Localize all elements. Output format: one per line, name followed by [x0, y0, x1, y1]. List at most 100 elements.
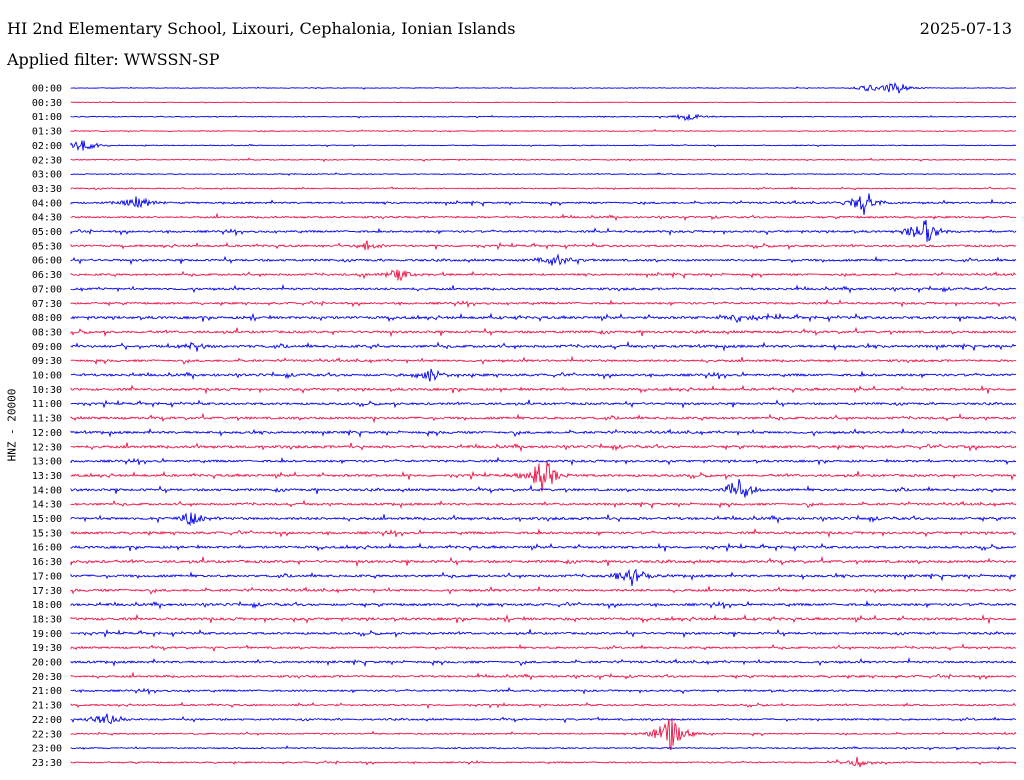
seismic-trace-2100 [70, 686, 1017, 696]
seismic-trace-1900 [70, 628, 1017, 639]
seismic-trace-1800 [70, 600, 1017, 610]
time-tick-label: 11:30 [32, 414, 62, 425]
seismic-trace-1030 [70, 384, 1017, 395]
seismic-trace-2300 [70, 745, 1017, 751]
time-tick-label: 14:30 [32, 500, 62, 511]
seismic-trace-1430 [70, 499, 1017, 510]
time-tick-label: 08:30 [32, 327, 62, 338]
seismic-trace-0030 [70, 100, 1017, 104]
time-tick-label: 06:00 [32, 256, 62, 267]
seismic-trace-1830 [70, 613, 1017, 624]
time-tick-label: 21:00 [32, 686, 62, 697]
time-tick-label: 15:00 [32, 514, 62, 525]
seismic-trace-0100 [70, 113, 1017, 122]
seismic-trace-0930 [70, 355, 1017, 366]
seismic-trace-0130 [70, 128, 1017, 133]
time-tick-label: 13:00 [32, 457, 62, 468]
time-tick-label: 08:00 [32, 313, 62, 324]
seismic-trace-1700 [70, 568, 1017, 587]
seismic-trace-0830 [70, 326, 1017, 338]
time-tick-label: 15:30 [32, 528, 62, 539]
time-tick-label: 05:30 [32, 241, 62, 252]
time-tick-label: 18:00 [32, 600, 62, 611]
seismic-trace-1130 [70, 412, 1017, 424]
date-label: 2025-07-13 [919, 19, 1012, 38]
seismic-trace-0000 [70, 82, 1017, 94]
seismic-trace-0200 [70, 140, 1017, 152]
time-tick-label: 00:30 [32, 98, 62, 109]
time-tick-label: 04:00 [32, 198, 62, 209]
station-title: HI 2nd Elementary School, Lixouri, Cepha… [7, 19, 516, 38]
time-tick-label: 07:00 [32, 284, 62, 295]
seismic-trace-1930 [70, 643, 1017, 652]
time-tick-label: 20:30 [32, 672, 62, 683]
time-tick-label: 10:30 [32, 385, 62, 396]
time-tick-label: 01:00 [32, 112, 62, 123]
seismic-trace-2230 [70, 718, 1017, 751]
time-tick-label: 02:30 [32, 155, 62, 166]
time-tick-label: 05:00 [32, 227, 62, 238]
time-tick-label: 03:30 [32, 184, 62, 195]
seismic-trace-1500 [70, 512, 1017, 527]
time-tick-label: 19:00 [32, 629, 62, 640]
time-tick-label: 22:00 [32, 715, 62, 726]
time-tick-label: 20:00 [32, 658, 62, 669]
seismic-trace-0500 [70, 219, 1017, 242]
seismic-trace-1300 [70, 456, 1017, 467]
seismic-trace-0230 [70, 157, 1017, 163]
seismic-trace-1530 [70, 527, 1017, 539]
time-tick-label: 00:00 [32, 84, 62, 95]
time-tick-label: 13:30 [32, 471, 62, 482]
time-tick-label: 01:30 [32, 127, 62, 138]
time-tick-label: 02:00 [32, 141, 62, 152]
seismic-trace-2000 [70, 656, 1017, 668]
time-tick-label: 16:00 [32, 543, 62, 554]
seismic-trace-0430 [70, 212, 1017, 222]
time-tick-label: 21:30 [32, 701, 62, 712]
seismic-trace-1200 [70, 428, 1017, 438]
seismic-trace-2130 [70, 701, 1017, 710]
seismic-trace-0300 [70, 172, 1017, 176]
time-tick-label: 23:00 [32, 744, 62, 755]
time-tick-label: 07:30 [32, 299, 62, 310]
time-tick-label: 17:30 [32, 586, 62, 597]
time-tick-label: 23:30 [32, 758, 62, 769]
seismic-trace-0400 [70, 193, 1017, 215]
seismic-trace-1230 [70, 442, 1017, 453]
seismic-trace-0900 [70, 340, 1017, 352]
time-tick-label: 19:30 [32, 643, 62, 654]
seismic-trace-0730 [70, 299, 1017, 309]
seismic-trace-2200 [70, 713, 1017, 725]
time-tick-label: 17:00 [32, 571, 62, 582]
seismic-trace-0530 [70, 240, 1017, 251]
time-tick-label: 10:00 [32, 371, 62, 382]
time-tick-label: 14:00 [32, 485, 62, 496]
filter-label: Applied filter: WWSSN-SP [7, 50, 220, 69]
seismic-trace-2330 [70, 756, 1017, 768]
seismic-trace-1000 [70, 368, 1017, 382]
time-tick-label: 04:30 [32, 213, 62, 224]
seismic-trace-1400 [70, 479, 1017, 498]
time-tick-label: 09:00 [32, 342, 62, 353]
seismic-trace-0700 [70, 283, 1017, 294]
time-tick-label: 11:00 [32, 399, 62, 410]
seismic-trace-0600 [70, 253, 1017, 266]
seismic-trace-2030 [70, 671, 1017, 681]
seismic-trace-1730 [70, 585, 1017, 595]
time-tick-label: 22:30 [32, 729, 62, 740]
time-tick-label: 06:30 [32, 270, 62, 281]
seismic-trace-0330 [70, 186, 1017, 191]
seismic-trace-0800 [70, 312, 1017, 324]
seismic-trace-0630 [70, 269, 1017, 282]
time-tick-label: 18:30 [32, 614, 62, 625]
time-tick-label: 12:00 [32, 428, 62, 439]
seismic-trace-1330 [70, 461, 1017, 492]
time-tick-label: 16:30 [32, 557, 62, 568]
seismic-trace-1600 [70, 542, 1017, 553]
time-tick-label: 09:30 [32, 356, 62, 367]
time-tick-label: 03:00 [32, 170, 62, 181]
seismic-trace-1100 [70, 399, 1017, 409]
seismic-trace-1630 [70, 555, 1017, 568]
time-tick-label: 12:30 [32, 442, 62, 453]
